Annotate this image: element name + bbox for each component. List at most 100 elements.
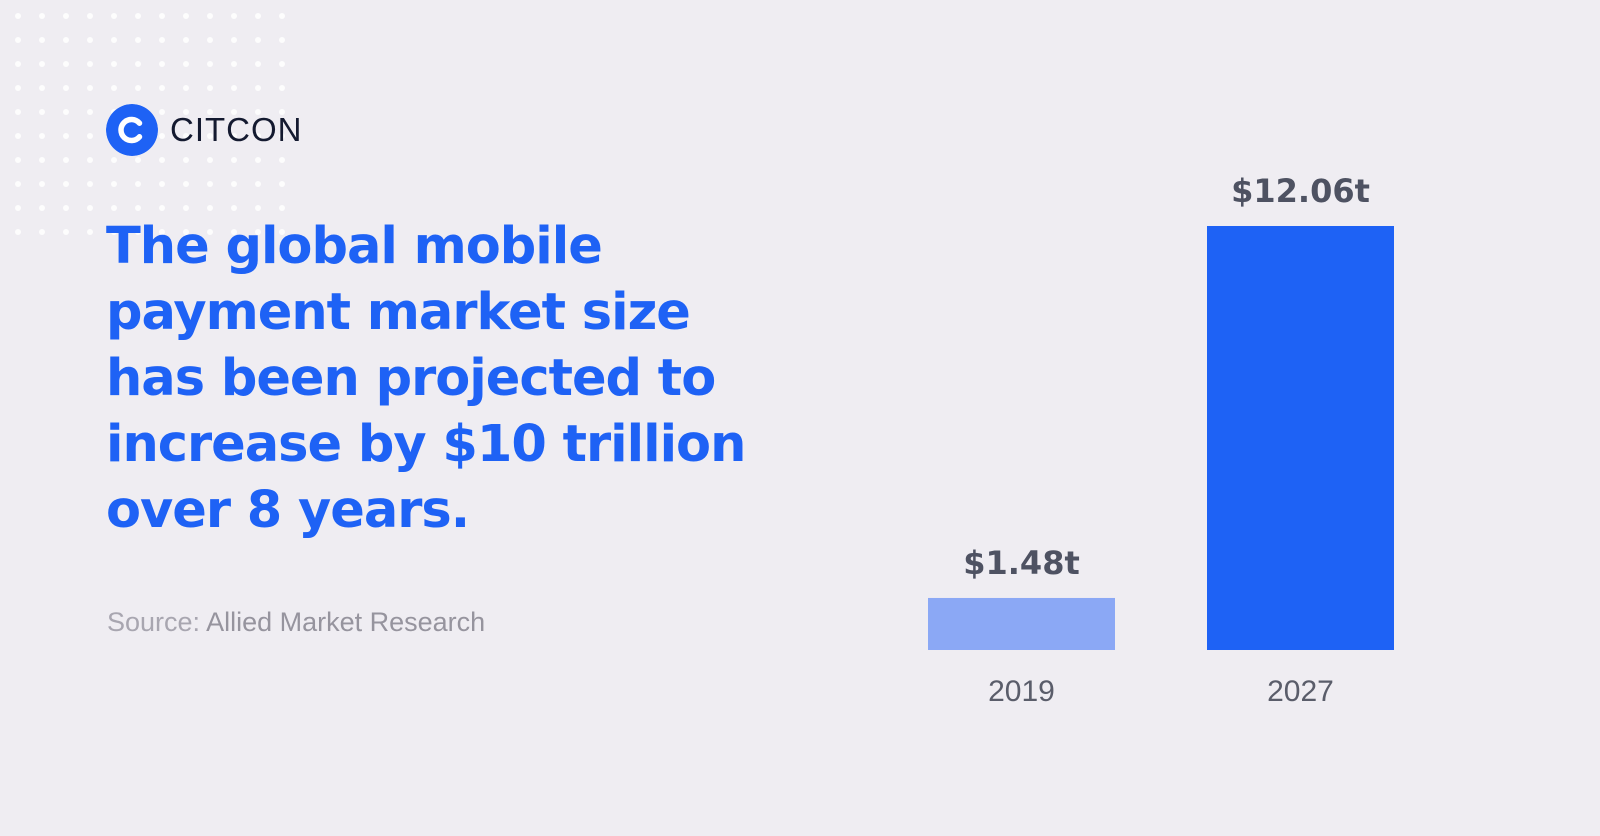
decorative-dot — [231, 157, 237, 163]
x-tick-label-2019: 2019 — [988, 675, 1055, 708]
decorative-dot — [279, 61, 285, 67]
decorative-dot — [183, 133, 189, 139]
decorative-dot — [15, 85, 21, 91]
decorative-dot — [135, 37, 141, 43]
source-prefix: Source: — [107, 607, 201, 637]
decorative-dot — [207, 229, 213, 235]
decorative-dot — [279, 133, 285, 139]
decorative-dot — [15, 37, 21, 43]
decorative-dot — [39, 61, 45, 67]
decorative-dot — [279, 85, 285, 91]
decorative-dot — [63, 37, 69, 43]
decorative-dot — [255, 61, 261, 67]
decorative-dot — [39, 229, 45, 235]
decorative-dot — [111, 229, 117, 235]
decorative-dot — [39, 37, 45, 43]
decorative-dot — [63, 205, 69, 211]
decorative-dot — [87, 229, 93, 235]
decorative-dot — [15, 13, 21, 19]
decorative-dot — [135, 157, 141, 163]
decorative-dot — [135, 229, 141, 235]
decorative-dot — [279, 157, 285, 163]
decorative-dot — [183, 157, 189, 163]
decorative-dot — [135, 205, 141, 211]
decorative-dot — [87, 109, 93, 115]
decorative-dot — [111, 37, 117, 43]
decorative-dot — [63, 109, 69, 115]
decorative-dot — [159, 181, 165, 187]
decorative-dot — [183, 85, 189, 91]
data-label-2019: $1.48t — [963, 544, 1080, 582]
decorative-dot — [279, 205, 285, 211]
decorative-dot-grid — [15, 13, 285, 235]
decorative-dot — [231, 85, 237, 91]
decorative-dot — [87, 205, 93, 211]
decorative-dot — [279, 109, 285, 115]
decorative-dot — [63, 61, 69, 67]
decorative-dot — [207, 85, 213, 91]
decorative-dot — [15, 229, 21, 235]
decorative-dot — [207, 61, 213, 67]
decorative-dot — [87, 157, 93, 163]
decorative-dot — [279, 13, 285, 19]
decorative-dot — [231, 181, 237, 187]
decorative-dot — [87, 133, 93, 139]
decorative-dot — [255, 157, 261, 163]
decorative-dot — [63, 85, 69, 91]
decorative-dot — [39, 205, 45, 211]
decorative-dot — [183, 13, 189, 19]
decorative-dot — [111, 181, 117, 187]
decorative-dot — [15, 205, 21, 211]
decorative-dot — [39, 13, 45, 19]
decorative-dot — [231, 37, 237, 43]
decorative-dot — [87, 181, 93, 187]
brand-name: CITCON — [170, 111, 303, 148]
decorative-dot — [135, 181, 141, 187]
decorative-dot — [39, 157, 45, 163]
decorative-dot — [207, 37, 213, 43]
decorative-dot — [39, 181, 45, 187]
decorative-dot — [231, 13, 237, 19]
decorative-dot — [159, 157, 165, 163]
decorative-dot — [159, 229, 165, 235]
decorative-dot — [207, 157, 213, 163]
decorative-dot — [279, 181, 285, 187]
decorative-dot — [207, 109, 213, 115]
decorative-dot — [279, 37, 285, 43]
decorative-dot — [255, 13, 261, 19]
data-label-2027: $12.06t — [1231, 172, 1370, 210]
decorative-dot — [159, 13, 165, 19]
decorative-dot — [63, 229, 69, 235]
decorative-dot — [111, 205, 117, 211]
decorative-dot — [207, 205, 213, 211]
decorative-dot — [159, 61, 165, 67]
decorative-dot — [111, 85, 117, 91]
decorative-dot — [207, 133, 213, 139]
brand-logo: CITCON — [106, 104, 303, 156]
decorative-dot — [231, 205, 237, 211]
decorative-dot — [231, 61, 237, 67]
decorative-dot — [135, 85, 141, 91]
decorative-dot — [159, 205, 165, 211]
decorative-dot — [63, 13, 69, 19]
decorative-dot — [111, 157, 117, 163]
decorative-dot — [159, 37, 165, 43]
decorative-dot — [15, 181, 21, 187]
decorative-dot — [15, 61, 21, 67]
decorative-dot — [231, 109, 237, 115]
decorative-dot — [183, 205, 189, 211]
decorative-dot — [63, 133, 69, 139]
decorative-dot — [231, 133, 237, 139]
decorative-dot — [87, 85, 93, 91]
source-name: Allied Market Research — [206, 607, 486, 637]
decorative-dot — [39, 85, 45, 91]
decorative-dot — [255, 229, 261, 235]
decorative-dot — [111, 13, 117, 19]
decorative-dot — [183, 229, 189, 235]
decorative-dot — [39, 133, 45, 139]
decorative-dot — [255, 85, 261, 91]
decorative-dot — [183, 61, 189, 67]
citcon-c-logo-icon — [106, 104, 158, 156]
decorative-dot — [63, 181, 69, 187]
